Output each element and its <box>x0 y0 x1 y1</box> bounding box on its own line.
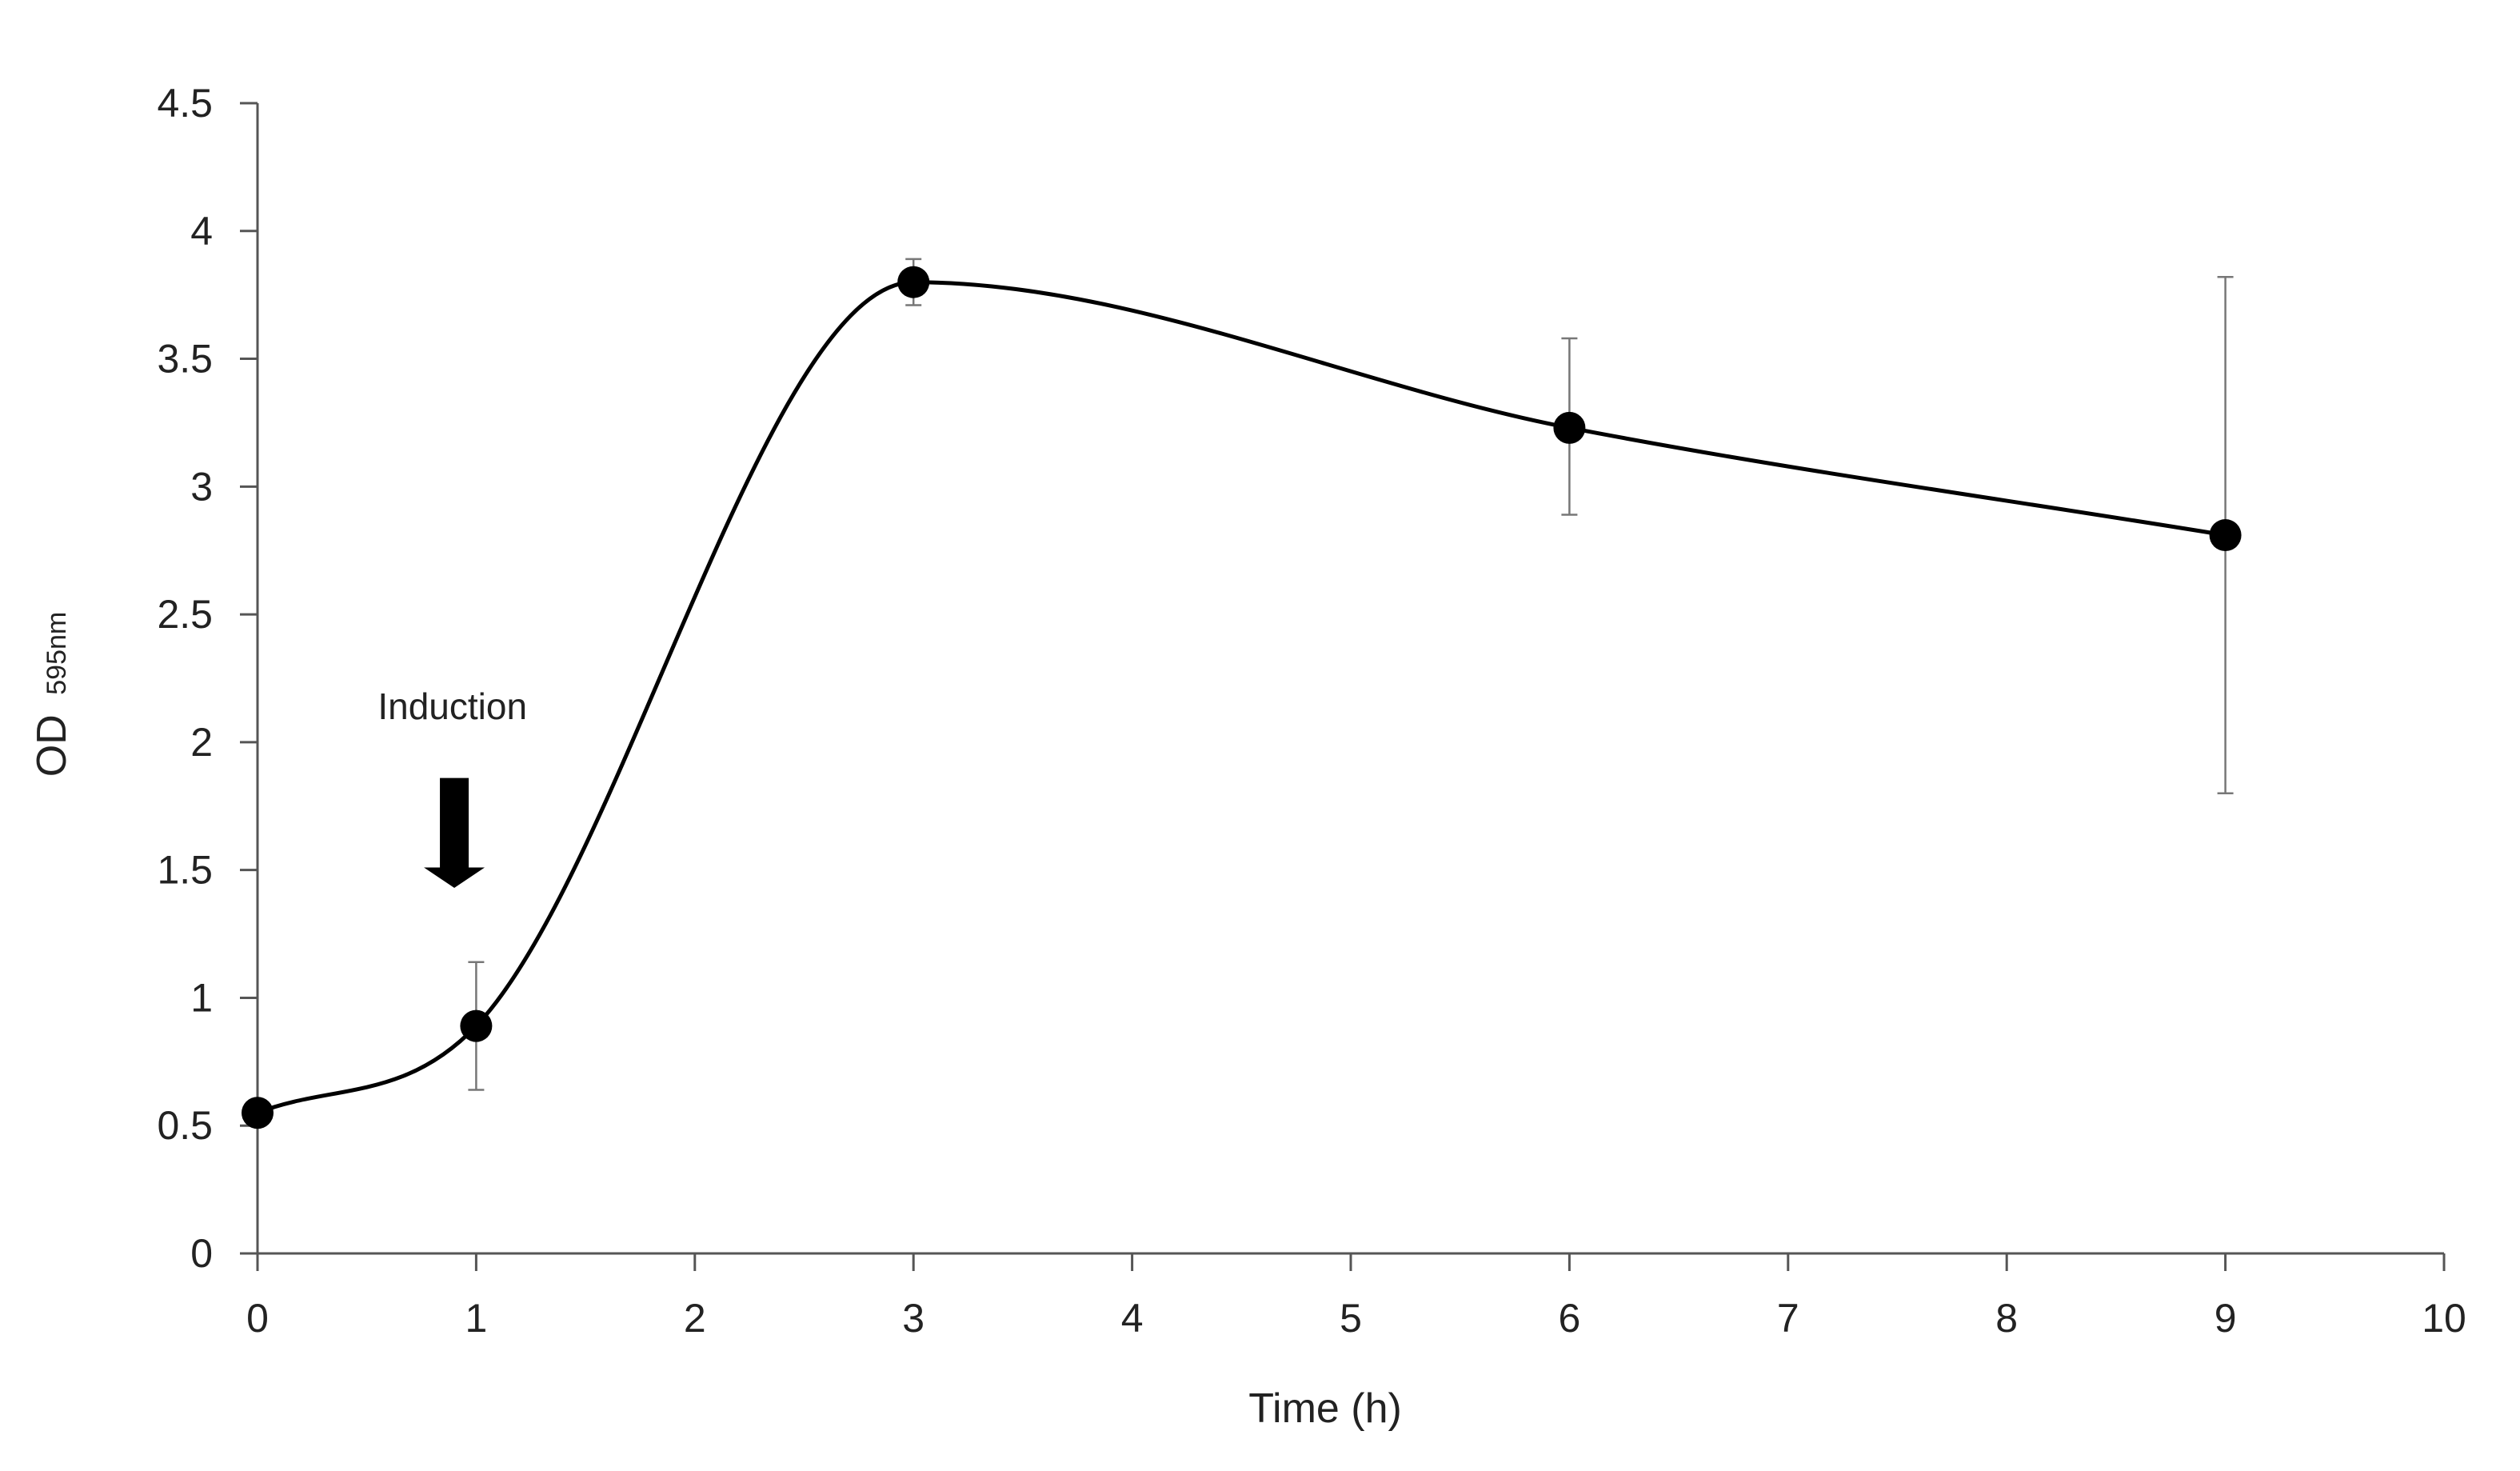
x-tick-label: 4 <box>1121 1296 1144 1341</box>
induction-label: Induction <box>377 686 527 727</box>
data-point <box>1553 411 1586 444</box>
axes <box>256 103 2444 1255</box>
y-tick-label: 1.5 <box>157 848 213 893</box>
x-tick-label: 7 <box>1777 1296 1799 1341</box>
x-tick-label: 8 <box>1995 1296 2018 1341</box>
x-axis-ticks: 0 1 2 3 4 5 6 7 8 9 10 <box>246 1253 2466 1341</box>
y-axis-title: OD 595nm <box>29 612 75 777</box>
y-tick-label: 1 <box>190 975 213 1020</box>
y-tick-label: 4.5 <box>157 81 213 126</box>
data-point <box>2209 519 2242 552</box>
x-tick-label: 0 <box>246 1296 269 1341</box>
data-point <box>897 266 930 298</box>
y-tick-label: 0 <box>190 1231 213 1276</box>
down-arrow-icon <box>424 777 485 889</box>
x-tick-label: 1 <box>465 1296 487 1341</box>
series-line <box>257 280 2226 1115</box>
x-tick-label: 3 <box>902 1296 925 1341</box>
data-points <box>242 266 2242 1129</box>
y-axis-title-subscript: 595nm <box>42 612 72 695</box>
data-point <box>242 1097 274 1129</box>
x-tick-label: 9 <box>2214 1296 2237 1341</box>
y-axis-ticks: 0 0.5 1 1.5 2 2.5 3 3.5 4 4.5 <box>157 81 258 1276</box>
y-tick-label: 0.5 <box>157 1103 213 1148</box>
x-tick-label: 6 <box>1558 1296 1580 1341</box>
x-tick-label: 2 <box>684 1296 706 1341</box>
data-point <box>460 1009 493 1042</box>
y-tick-label: 4 <box>190 209 213 254</box>
annotations: Induction <box>377 686 527 889</box>
y-tick-label: 2 <box>190 720 213 765</box>
y-tick-label: 3 <box>190 464 213 509</box>
x-tick-label: 5 <box>1340 1296 1362 1341</box>
error-bars <box>468 258 2234 1091</box>
series-layer <box>257 280 2226 1115</box>
y-axis-title-main: OD <box>29 714 75 777</box>
x-tick-label: 10 <box>2422 1296 2466 1341</box>
y-tick-label: 2.5 <box>157 592 213 637</box>
y-tick-label: 3.5 <box>157 337 213 382</box>
x-axis-title: Time (h) <box>1248 1385 1402 1432</box>
